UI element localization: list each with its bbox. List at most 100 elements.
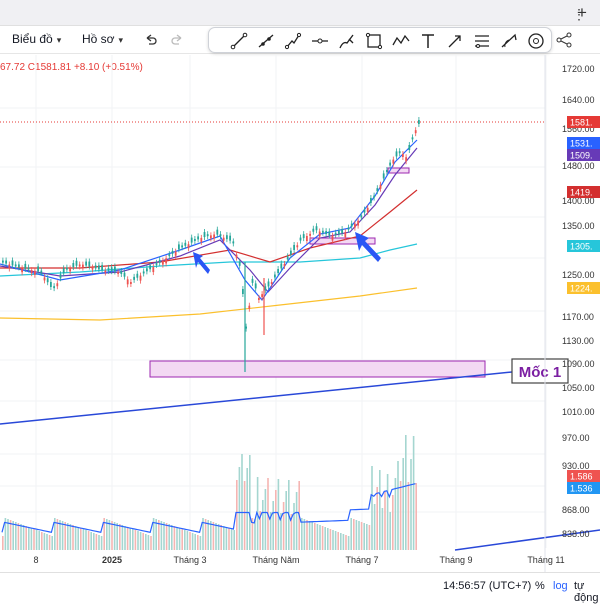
price-chart[interactable]: Mốc 1 1720.00 1640.00 1560.00 1480.00 1400.0… (0, 55, 600, 572)
ma-price-tag: 1.536 (570, 484, 593, 494)
candle-body (139, 275, 142, 281)
volume-bar (186, 531, 189, 550)
volume-bar (129, 528, 131, 550)
moc1-label-box[interactable]: Mốc 1 (511, 358, 569, 384)
volume-bar (142, 533, 144, 550)
volume-bar (355, 520, 358, 550)
volume-bar (184, 530, 186, 550)
annotation-arrows (193, 232, 381, 274)
candle-body (82, 264, 84, 268)
volume-bar (285, 491, 287, 550)
candle-body (264, 286, 267, 291)
plus-icon[interactable]: + (577, 3, 587, 22)
volume-bar (48, 535, 51, 550)
volume-bar (347, 536, 350, 550)
volume-bar (402, 458, 404, 550)
auto-toggle[interactable]: tự động (574, 580, 599, 604)
candle-body (229, 235, 231, 241)
horizontal-line-icon[interactable] (310, 31, 330, 51)
rectangle-icon[interactable] (364, 31, 384, 51)
profile-menu[interactable]: Hồ sơ ▾ (82, 32, 123, 46)
brush-icon[interactable] (337, 31, 357, 51)
candle-body (341, 229, 343, 234)
candle-body (34, 270, 36, 275)
breakout-zone (309, 237, 376, 245)
time-tick-label: Tháng 3 (173, 555, 206, 565)
volume-bar (134, 530, 137, 550)
candle-body (126, 279, 129, 285)
candle-body (299, 237, 302, 241)
trend-line-icon[interactable] (229, 31, 249, 51)
volume-bar (399, 481, 402, 550)
candle-body (379, 184, 382, 189)
vertical-dots-icon[interactable]: ⋮ (572, 6, 586, 22)
trend-lines (0, 371, 600, 551)
candle-body (187, 244, 190, 249)
volume-bar (4, 518, 7, 550)
candle-body (91, 267, 94, 270)
candle-body (338, 230, 340, 234)
chevron-down-icon: ▾ (56, 35, 62, 45)
candle-body (302, 234, 305, 239)
candle-body (171, 250, 174, 254)
ma-price-tag-box (567, 282, 600, 294)
fib-retracement-icon[interactable] (472, 31, 492, 51)
text-icon[interactable] (418, 31, 438, 51)
price-axis[interactable]: 1720.00 1640.00 1560.00 1480.00 1400.00 1350.… (544, 55, 600, 572)
volume-bar (85, 530, 87, 550)
price-tick-label: 1560.00 (562, 124, 595, 134)
ma-price-tag: 1305. (570, 242, 593, 252)
volume-bar (407, 482, 410, 550)
price-tick-label: 838.00 (562, 529, 590, 539)
ma-price-tag-box (567, 186, 600, 198)
volume-bar (90, 532, 92, 550)
volume-bar (41, 532, 43, 550)
time-axis[interactable]: 8 2025 Tháng 3 Tháng Năm Tháng 7 Tháng 9 Tháng… (33, 555, 564, 565)
volume-bar (249, 455, 251, 550)
volume-bar (155, 519, 157, 550)
candle-body (235, 254, 238, 258)
undo-icon[interactable] (144, 33, 158, 47)
volume-bars (2, 435, 417, 550)
support-trendline-extension (454, 529, 600, 551)
volume-bar (316, 524, 319, 550)
volume-bar (82, 529, 85, 550)
candle-body (152, 267, 155, 273)
ma50-line (0, 189, 418, 269)
candle-body (158, 259, 161, 263)
chart-style-menu[interactable]: Biểu đồ ▾ (12, 32, 61, 46)
arrow-icon[interactable] (445, 31, 465, 51)
crosshair-icon[interactable] (526, 31, 546, 51)
candle-body (94, 265, 97, 269)
candle-body (75, 260, 78, 266)
volume-bar (223, 526, 225, 550)
volume-bar (353, 519, 355, 550)
volume-bar (293, 503, 295, 550)
candle-body (133, 276, 135, 280)
ray-icon[interactable] (256, 31, 276, 51)
chevron-down-icon: ▾ (118, 35, 124, 45)
share-icon[interactable] (555, 31, 573, 49)
volume-bar (397, 461, 399, 550)
redo-icon[interactable] (170, 33, 184, 47)
volume-bar (264, 489, 267, 550)
candle-body (197, 236, 199, 240)
measure-icon[interactable] (499, 31, 519, 51)
price-tick-label: 1090.00 (562, 359, 595, 369)
candle-body (312, 228, 315, 232)
candle-body (136, 273, 139, 278)
ma-price-tag-box (567, 482, 600, 494)
candle-body (200, 237, 203, 242)
candle-body (357, 220, 359, 226)
volume-bar (246, 468, 248, 550)
candle-body (216, 229, 219, 235)
candle-body (24, 263, 27, 269)
zigzag-pattern-icon[interactable] (391, 31, 411, 51)
price-tick-label: 1350.00 (562, 221, 595, 231)
log-toggle[interactable]: log (553, 580, 568, 592)
price-tick-label: 1130.00 (562, 336, 594, 346)
moc1-label: Mốc 1 (519, 364, 562, 381)
path-icon[interactable] (283, 31, 303, 51)
candle-body (418, 120, 420, 124)
percent-toggle[interactable]: % (535, 580, 545, 592)
